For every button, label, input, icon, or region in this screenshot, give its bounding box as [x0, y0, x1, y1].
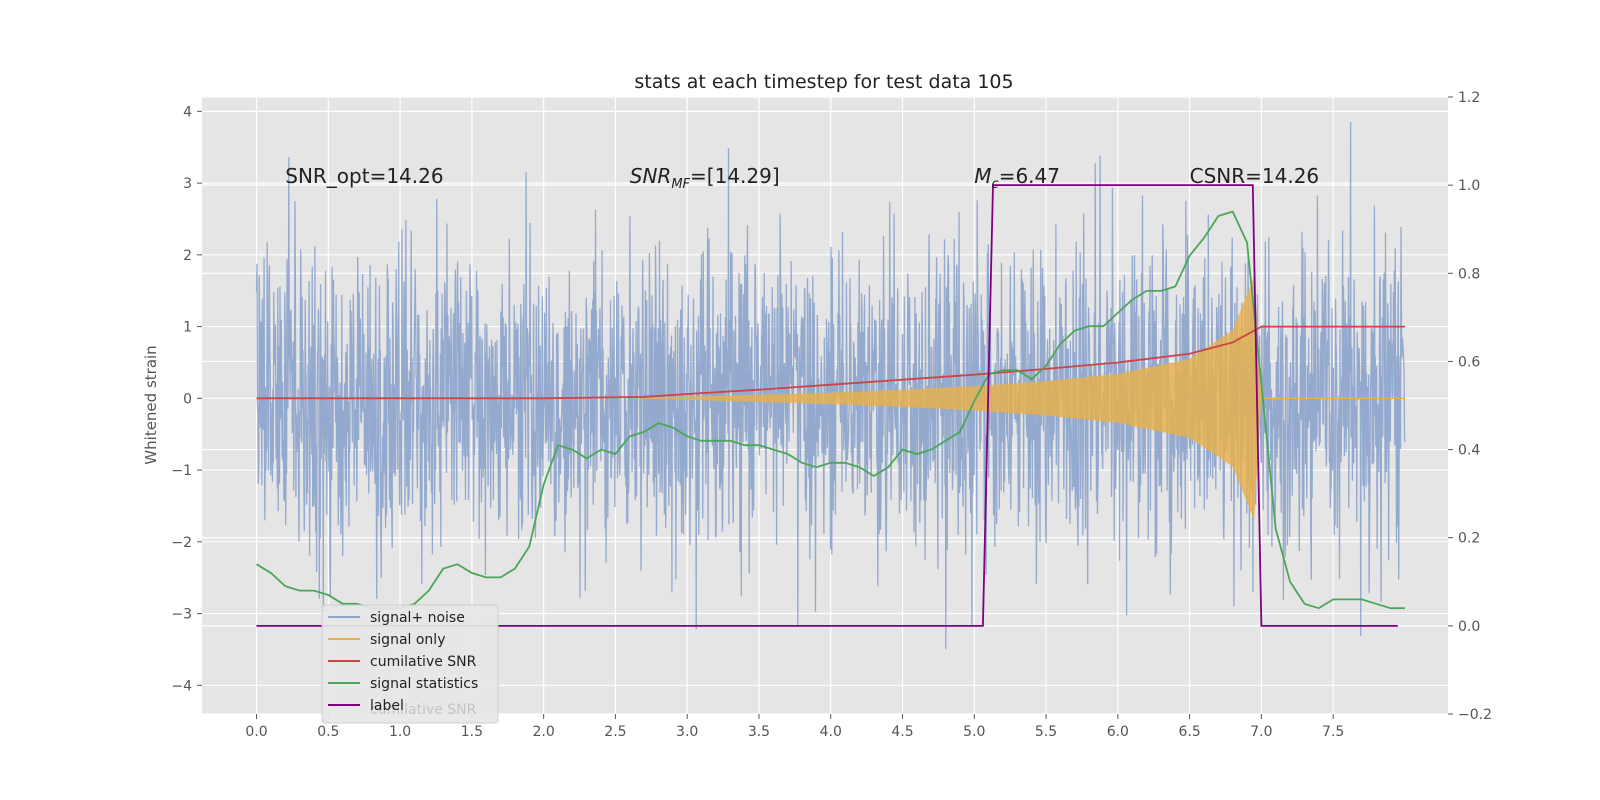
y-left-tick-label: 0 [183, 391, 192, 407]
y-left-tick-label: −2 [171, 535, 192, 551]
series-line-1 [256, 210, 1405, 610]
y-left-tick-label: 1 [183, 320, 192, 336]
y-right-tick-label: 0.2 [1458, 531, 1480, 547]
annotation-3: CSNR=14.26 [1190, 164, 1320, 188]
x-tick-label: 7.5 [1322, 724, 1344, 740]
legend-box [321, 604, 499, 724]
y-left-tick-label: −3 [171, 607, 192, 623]
x-tick-label: 7.0 [1250, 724, 1272, 740]
x-tick-label: 0.5 [317, 724, 339, 740]
y-left-tick-label: 3 [183, 176, 192, 192]
annotations: SNR_opt=14.26 SNRMF=[14.29] Mc=6.47 CSNR=14… [285, 164, 1319, 192]
y-left-tick-label: 4 [183, 104, 192, 120]
legend-label-1: signal only [370, 632, 445, 648]
y-right-tick-label: 0.6 [1458, 354, 1480, 370]
legend-label-3: signal statistics [370, 676, 478, 692]
series-line-2 [256, 184, 1398, 627]
y-left-tick-label: −1 [171, 463, 192, 479]
x-tick-label: 1.5 [461, 724, 483, 740]
x-tick-label: 1.0 [389, 724, 411, 740]
x-tick-label: 5.5 [1035, 724, 1057, 740]
x-tick-label: 3.5 [748, 724, 770, 740]
x-axis: 0.0 0.5 1.0 1.5 2.0 2.5 3.0 3.5 4.0 4.5 5.0 5.5 6.0 6… [245, 714, 1344, 740]
signal-only-fill [629, 276, 1262, 521]
legend: cumilative SNR signal+ noise signal only cu… [321, 604, 499, 724]
y-right-tick-label: 1.2 [1458, 90, 1480, 106]
x-tick-label: 2.0 [533, 724, 555, 740]
chart-title: stats at each timestep for test data 105 [634, 71, 1013, 93]
y-left-tick-label: −4 [171, 678, 192, 694]
x-tick-label: 6.0 [1107, 724, 1129, 740]
legend-ghost-text: cumilative SNR [370, 702, 477, 718]
series-line-0 [256, 325, 1405, 400]
y-right-tick-label: 0.4 [1458, 443, 1480, 459]
y-left-tick-label: 2 [183, 248, 192, 264]
x-tick-label: 5.0 [963, 724, 985, 740]
y-axis-label: Whitened strain [142, 345, 160, 464]
y-axis-right: −0.2 0.0 0.2 0.4 0.6 0.8 1.0 1.2 [1448, 90, 1492, 723]
legend-label-2: cumilative SNR [370, 654, 477, 670]
x-tick-label: 2.5 [604, 724, 626, 740]
y-right-tick-label: 1.0 [1458, 178, 1480, 194]
x-tick-label: 6.5 [1178, 724, 1200, 740]
x-tick-label: 3.0 [676, 724, 698, 740]
y-axis-left: −4 −3 −2 −1 0 1 2 3 4 [171, 104, 202, 694]
annotation-0: SNR_opt=14.26 [285, 164, 443, 188]
y-right-tick-label: 0.8 [1458, 266, 1480, 282]
x-tick-label: 4.0 [820, 724, 842, 740]
y-right-tick-label: −0.2 [1458, 707, 1492, 723]
line-series [256, 184, 1405, 627]
legend-label-4: label [370, 698, 404, 714]
annotation-2: Mc=6.47 [974, 164, 1060, 192]
legend-label-0: signal+ noise [370, 610, 465, 626]
x-tick-label: 0.0 [245, 724, 267, 740]
annotation-1: SNRMF=[14.29] [630, 164, 780, 192]
y-right-tick-label: 0.0 [1458, 619, 1480, 635]
x-tick-label: 4.5 [891, 724, 913, 740]
signal-only-series [629, 276, 1405, 521]
